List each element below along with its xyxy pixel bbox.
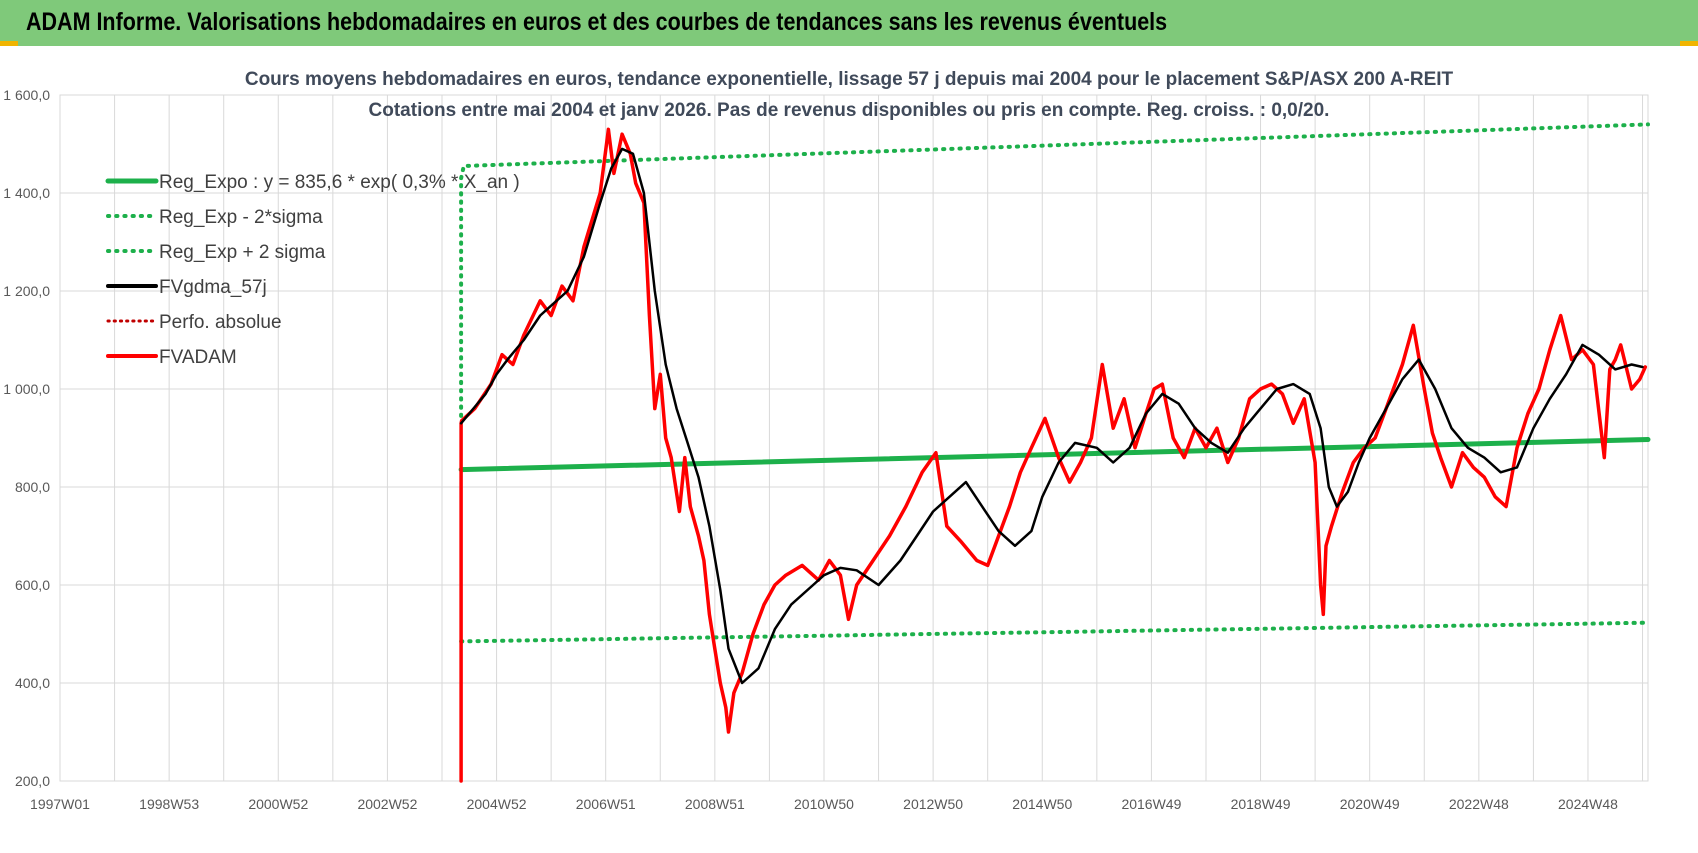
corner-accent-left xyxy=(0,41,18,46)
header-title: ADAM Informe. Valorisations hebdomadaire… xyxy=(26,8,1168,36)
series-line-fvgdma-57j xyxy=(459,147,1644,685)
series-line-fvadam xyxy=(459,127,1648,783)
y-tick-label: 1 000,0 xyxy=(3,381,50,397)
x-tick-label: 2018W49 xyxy=(1231,796,1291,812)
x-tick-label: 1997W01 xyxy=(30,796,90,812)
chart-title: Cours moyens hebdomadaires en euros, ten… xyxy=(245,69,1454,90)
y-tick-label: 1 200,0 xyxy=(3,283,50,299)
series-line-reg-expo xyxy=(458,437,1651,473)
x-tick-label: 2016W49 xyxy=(1121,796,1181,812)
y-tick-label: 800,0 xyxy=(15,479,50,495)
chart-subtitle: Cotations entre mai 2004 et janv 2026. P… xyxy=(369,100,1330,121)
legend-label: Reg_Exp + 2 sigma xyxy=(159,242,326,263)
x-tick-label: 2022W48 xyxy=(1449,796,1509,812)
x-tick-label: 2002W52 xyxy=(357,796,417,812)
legend-label: FVgdma_57j xyxy=(159,277,267,298)
series-line-reg-exp xyxy=(459,620,1650,644)
line-chart: 200,0 400,0 600,0 800,0 1 000,0 1 200,0 1 400,… xyxy=(3,69,1651,812)
x-tick-label: 2004W52 xyxy=(467,796,527,812)
x-tick-label: 2006W51 xyxy=(576,796,636,812)
y-tick-label: 1 400,0 xyxy=(3,185,50,201)
series-line-reg-exp xyxy=(459,122,1650,418)
y-tick-label: 600,0 xyxy=(15,577,50,593)
y-tick-label: 1 600,0 xyxy=(3,87,50,103)
chart-frame: 200,0 400,0 600,0 800,0 1 000,0 1 200,0 1 400,… xyxy=(0,46,1698,848)
x-tick-label: 2000W52 xyxy=(248,796,308,812)
x-tick-label: 1998W53 xyxy=(139,796,199,812)
legend-label: Perfo. absolue xyxy=(159,312,282,333)
x-tick-label: 2024W48 xyxy=(1558,796,1618,812)
y-tick-label: 400,0 xyxy=(15,675,50,691)
x-tick-label: 2010W50 xyxy=(794,796,854,812)
y-tick-label: 200,0 xyxy=(15,773,50,789)
legend-label: Reg_Exp - 2*sigma xyxy=(159,207,323,228)
x-tick-label: 2012W50 xyxy=(903,796,963,812)
corner-accent-right xyxy=(1680,41,1698,46)
x-tick-label: 2020W49 xyxy=(1340,796,1400,812)
plot-area xyxy=(59,94,1649,782)
legend-label: FVADAM xyxy=(159,347,237,368)
x-tick-label: 2014W50 xyxy=(1012,796,1072,812)
header-banner: ADAM Informe. Valorisations hebdomadaire… xyxy=(0,0,1698,46)
x-tick-label: 2008W51 xyxy=(685,796,745,812)
legend-label: Reg_Expo : y = 835,6 * exp( 0,3% * X_an … xyxy=(159,172,520,193)
